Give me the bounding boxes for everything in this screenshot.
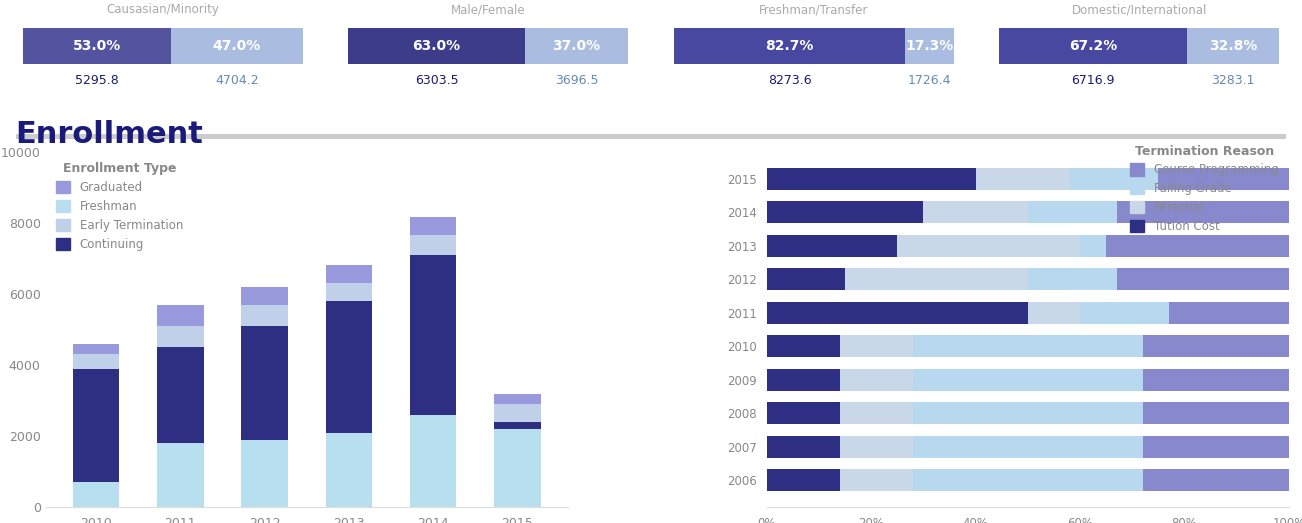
Bar [410,415,457,507]
Bar [326,433,372,507]
Text: Causasian/Minority: Causasian/Minority [107,4,219,16]
Bar [767,201,923,223]
Text: Freshman/Transfer: Freshman/Transfer [759,4,868,16]
Bar [158,444,203,507]
Bar [767,302,1027,324]
Bar [1027,268,1117,290]
Bar [913,402,1143,424]
Bar [410,255,457,415]
Bar [326,301,372,433]
Bar [410,235,457,255]
Text: 3283.1: 3283.1 [1212,74,1255,87]
Bar [1159,168,1289,190]
Bar [840,436,913,458]
Bar [767,436,840,458]
Bar [1117,268,1289,290]
Bar [326,266,372,283]
Bar [241,287,288,304]
Bar [495,404,540,422]
Bar [1107,235,1289,257]
Bar [913,436,1143,458]
Bar [767,168,975,190]
Bar [767,469,840,491]
Bar [767,402,840,424]
Bar [674,28,905,64]
Bar [1079,302,1169,324]
Bar [241,304,288,326]
Text: 37.0%: 37.0% [552,39,600,53]
Text: 6303.5: 6303.5 [414,74,458,87]
Text: 82.7%: 82.7% [766,39,814,53]
Bar [913,469,1143,491]
Bar [495,429,540,507]
Bar [525,28,629,64]
Text: Domestic/International: Domestic/International [1072,4,1207,16]
Bar [1143,402,1289,424]
Text: 67.2%: 67.2% [1069,39,1117,53]
Bar [158,326,203,347]
Bar [767,235,897,257]
Bar [767,335,840,357]
Bar [73,344,120,355]
Text: 32.8%: 32.8% [1210,39,1258,53]
Bar [845,268,1027,290]
Bar [326,283,372,301]
Bar [913,335,1143,357]
Text: 47.0%: 47.0% [212,39,262,53]
Bar [923,201,1027,223]
Bar [158,347,203,444]
Bar [1143,369,1289,391]
Text: 1726.4: 1726.4 [907,74,952,87]
Bar [1027,302,1079,324]
Bar [1079,235,1107,257]
Bar [905,28,953,64]
Bar [410,218,457,235]
Bar [840,369,913,391]
Bar [1143,436,1289,458]
Bar [840,335,913,357]
Bar [1143,469,1289,491]
Bar [495,393,540,404]
Bar [897,235,1079,257]
Text: 4704.2: 4704.2 [215,74,259,87]
Text: Enrollment: Enrollment [16,120,203,149]
Bar [73,355,120,369]
Bar [975,168,1069,190]
Legend: Course Programming, Failing Grade, Personal, Tution Cost: Course Programming, Failing Grade, Perso… [1125,140,1282,238]
Bar [73,482,120,507]
Bar [241,326,288,440]
Legend: Graduated, Freshman, Early Termination, Continuing: Graduated, Freshman, Early Termination, … [52,157,187,256]
Text: 6716.9: 6716.9 [1072,74,1115,87]
Bar [767,369,840,391]
Bar [349,28,525,64]
Bar [913,369,1143,391]
Text: 17.3%: 17.3% [905,39,953,53]
Bar [241,440,288,507]
Bar [495,422,540,429]
Text: 63.0%: 63.0% [413,39,461,53]
Bar [767,268,845,290]
Bar [1169,302,1289,324]
Text: 3696.5: 3696.5 [555,74,598,87]
Bar [1143,335,1289,357]
Bar [1027,201,1117,223]
Bar [1187,28,1279,64]
Bar [171,28,302,64]
Bar [158,304,203,326]
Text: Male/Female: Male/Female [450,4,526,16]
Bar [1117,201,1289,223]
Text: 5295.8: 5295.8 [76,74,118,87]
Bar [73,369,120,482]
Bar [23,28,171,64]
Bar [840,469,913,491]
Text: 53.0%: 53.0% [73,39,121,53]
Bar [1000,28,1187,64]
Text: 8273.6: 8273.6 [768,74,811,87]
Bar [840,402,913,424]
Bar [1069,168,1159,190]
